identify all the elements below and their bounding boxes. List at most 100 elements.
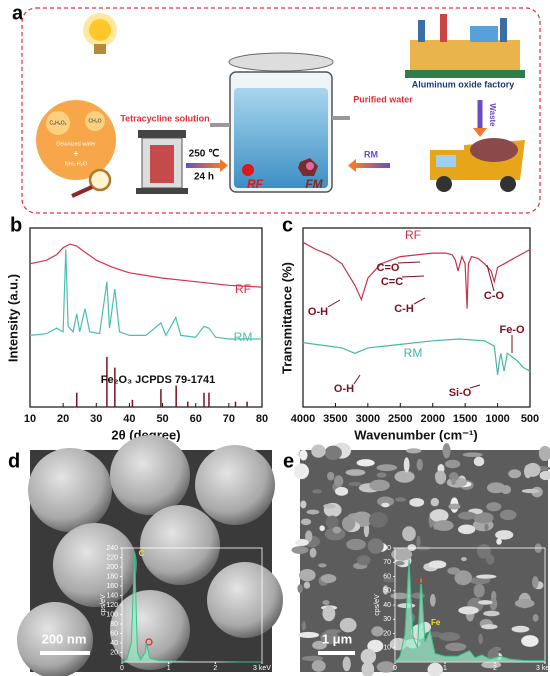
particle	[311, 444, 326, 458]
particle	[525, 462, 541, 477]
panel-label: a	[12, 2, 24, 24]
spectrum-fill	[122, 552, 262, 662]
particle	[481, 624, 498, 630]
x-tick-label: 500	[521, 413, 539, 425]
label: Aluminum oxide factory	[412, 79, 515, 89]
scale-bar-label: 1 μm	[322, 631, 352, 646]
particle	[442, 443, 451, 459]
y-tick-label: 20	[383, 630, 391, 637]
label: 250 ℃	[189, 149, 220, 160]
particle	[301, 655, 324, 662]
annotation-arrow	[486, 264, 495, 292]
particle	[327, 471, 335, 481]
particle	[320, 630, 339, 645]
particle	[402, 526, 416, 542]
y-tick-label: 180	[106, 573, 118, 580]
label: Waste	[488, 103, 497, 127]
particle	[306, 509, 320, 515]
particle	[495, 530, 514, 540]
y-tick-label: 220	[106, 554, 118, 561]
sem-image-d	[17, 435, 283, 676]
y-tick-label: 200	[106, 564, 118, 571]
reagent: C₆H₆O₂	[49, 120, 66, 126]
particle	[368, 511, 388, 528]
y-tick-label: 240	[106, 545, 118, 552]
particle	[477, 600, 493, 605]
particle	[291, 546, 309, 554]
y-tick-label: 70	[383, 559, 391, 566]
particle	[473, 583, 485, 598]
y-axis-label: cps/eV	[100, 594, 107, 616]
annotation-arrow	[327, 299, 341, 308]
y-tick-label: 40	[383, 602, 391, 609]
particle	[394, 470, 415, 483]
particle	[428, 560, 447, 569]
x-tick-label: 2000	[420, 413, 444, 425]
particle	[381, 502, 390, 508]
particle	[438, 632, 461, 641]
particle	[303, 581, 311, 589]
particle	[511, 625, 530, 633]
particle	[435, 470, 447, 485]
particle	[376, 472, 387, 478]
particle	[484, 523, 489, 531]
sem-image-e	[291, 442, 550, 676]
particle	[481, 661, 502, 669]
particle	[332, 526, 342, 534]
arrow	[473, 128, 487, 137]
annotation-arrow	[401, 275, 425, 278]
x-tick-label: 40	[123, 413, 135, 425]
particle	[376, 661, 396, 673]
particle	[325, 515, 339, 529]
x-tick-label: 50	[156, 413, 168, 425]
x-tick-label: 20	[57, 413, 69, 425]
reagent-bubble	[36, 100, 116, 180]
x-tick-label: 4000	[291, 413, 315, 425]
x-tick-label: 0	[120, 665, 124, 672]
x-tick-label: 3000	[356, 413, 380, 425]
particle	[403, 457, 410, 473]
x-tick-label: 3 keV	[536, 665, 550, 672]
particle	[394, 561, 405, 566]
label: Purified water	[353, 94, 413, 104]
reagent: NH₃·H₂O	[65, 161, 88, 167]
particle	[318, 563, 327, 568]
panel-label: b	[10, 214, 22, 236]
x-tick-label: 2	[213, 665, 217, 672]
x-tick-label: 2500	[388, 413, 412, 425]
particle	[486, 502, 502, 512]
y-axis-label: cps/eV	[374, 594, 381, 616]
particle	[301, 620, 306, 631]
y-tick-label: 40	[110, 640, 118, 647]
particle	[322, 605, 336, 622]
arrow	[356, 163, 390, 168]
particle	[346, 538, 366, 551]
y-tick-label: 50	[383, 588, 391, 595]
particle	[322, 600, 330, 605]
particle	[447, 567, 461, 575]
particle	[339, 617, 357, 633]
panel-label: c	[282, 214, 293, 236]
series-label: RF	[405, 228, 421, 242]
arrow	[186, 163, 220, 168]
particle	[369, 479, 390, 492]
particle	[468, 576, 491, 585]
particle	[427, 662, 443, 676]
particle	[416, 458, 423, 471]
x-tick-label: 0	[393, 665, 397, 672]
autoclave	[136, 130, 188, 194]
x-tick-label: 1	[167, 665, 171, 672]
annotation-arrow	[469, 384, 481, 389]
particle	[391, 547, 413, 561]
panel-label: e	[283, 450, 294, 472]
reference-label: Fe₂O₃ JCPDS 79-1741	[101, 374, 216, 386]
line	[302, 338, 531, 375]
label: 24 h	[194, 172, 214, 183]
magnifier	[71, 168, 112, 198]
y-tick-label: 100	[106, 611, 118, 618]
particle	[312, 640, 327, 650]
particle	[476, 574, 497, 579]
particle	[300, 500, 307, 509]
panel-a: a C₆H₆O₂ CH₂O Deionized water + NH₃·H₂O …	[12, 2, 541, 214]
